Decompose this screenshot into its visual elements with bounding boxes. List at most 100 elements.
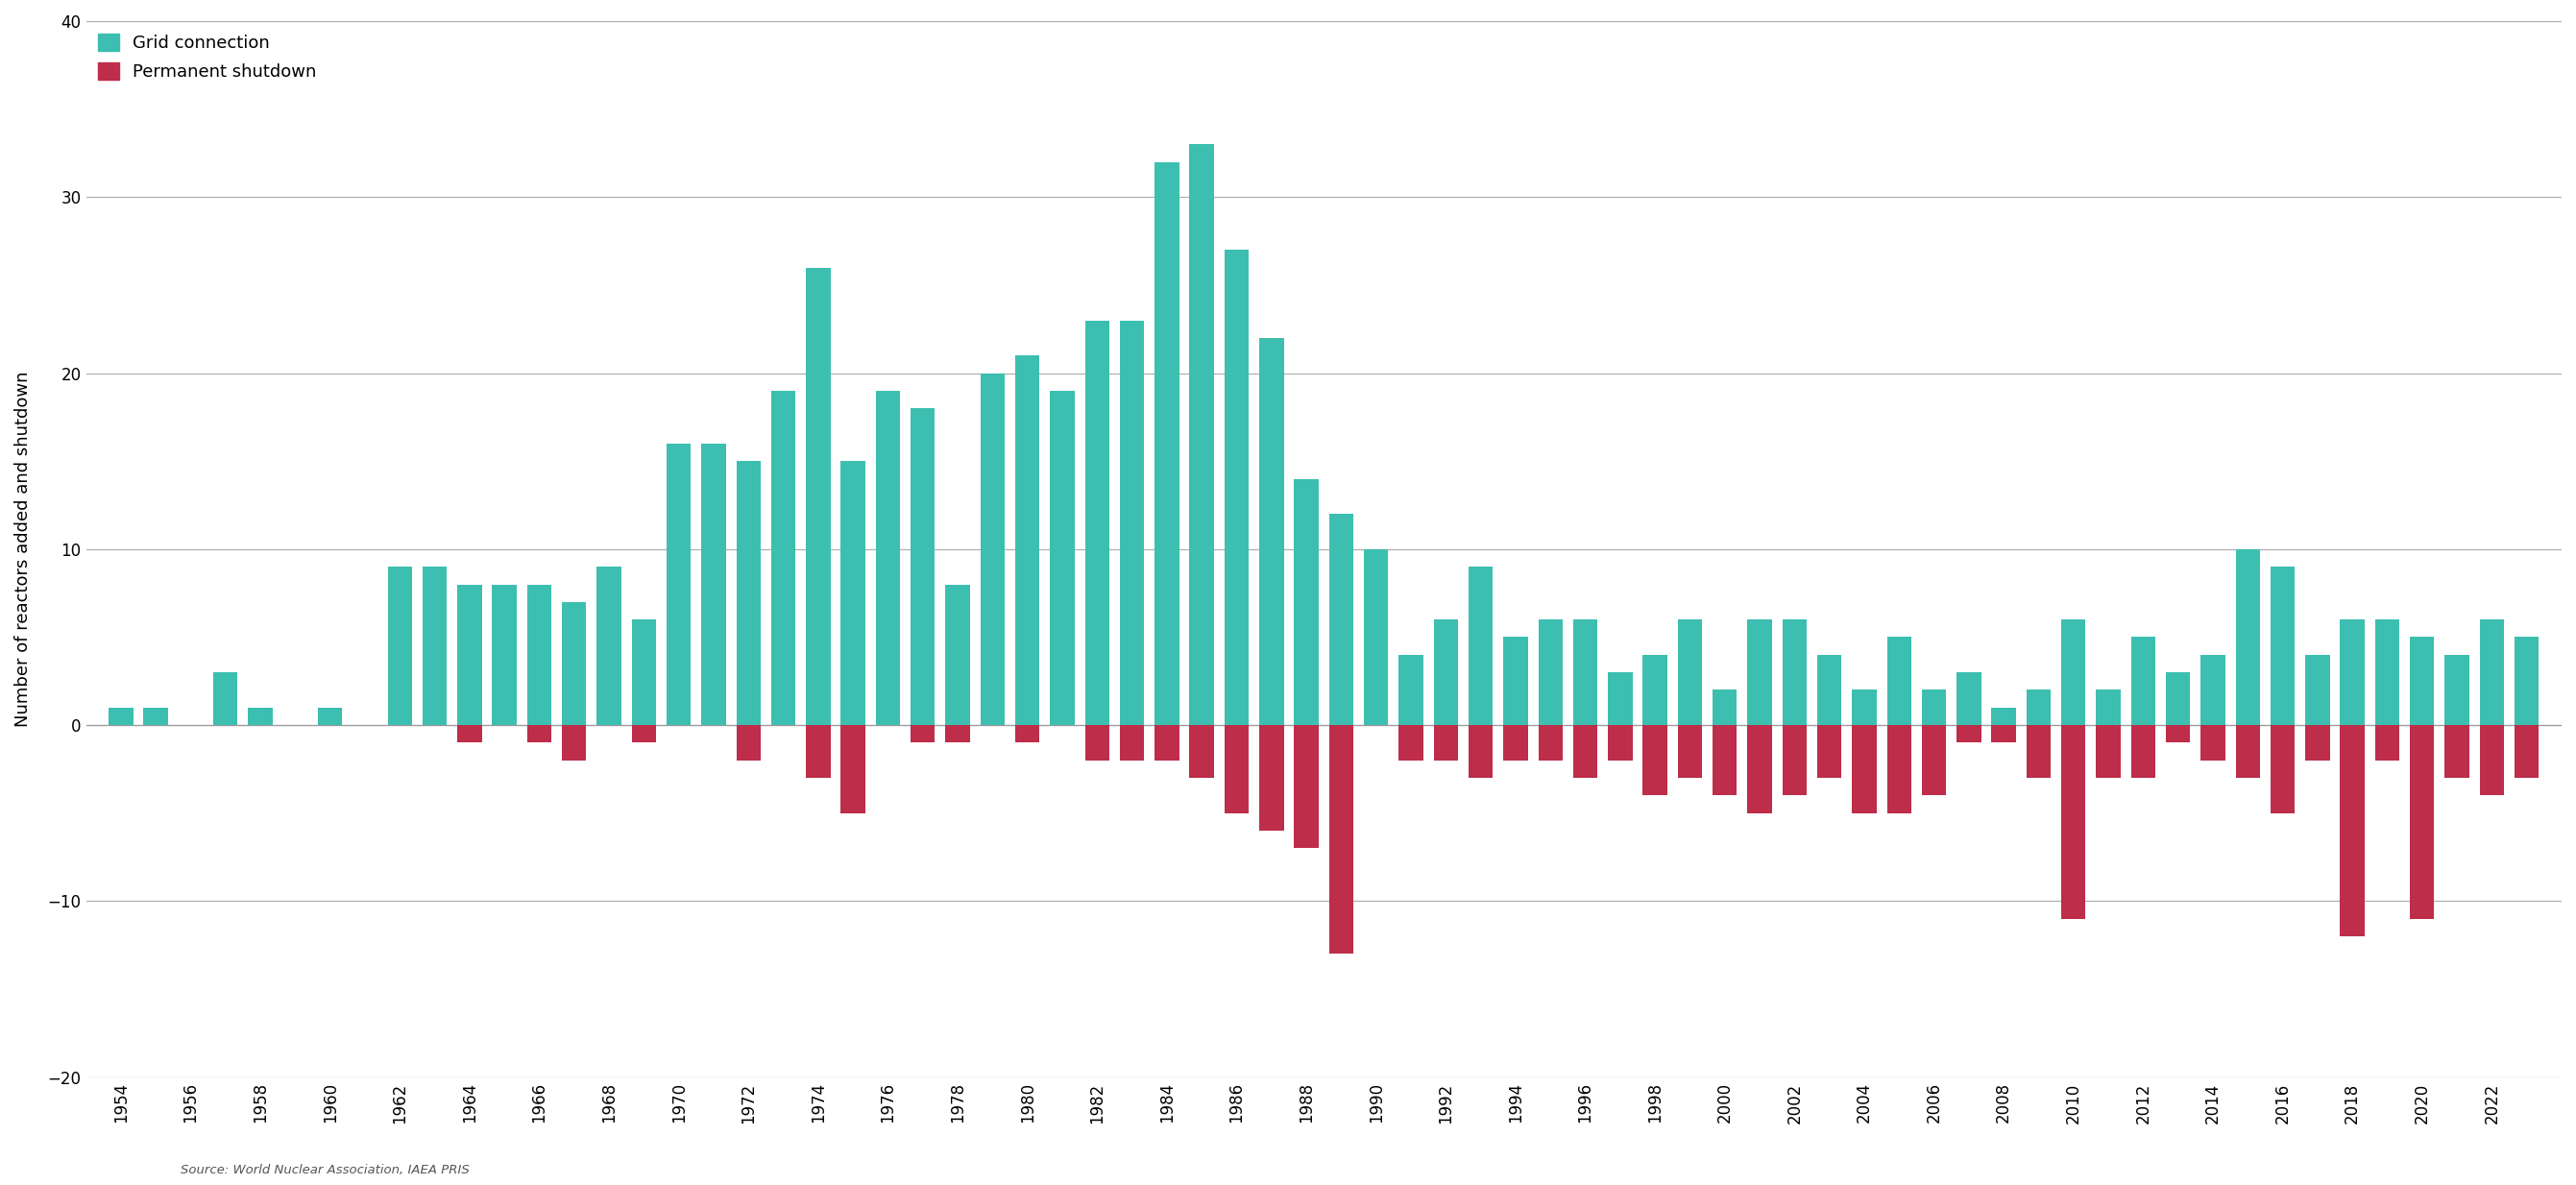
Bar bbox=[1504, 638, 1528, 725]
Bar bbox=[1677, 620, 1703, 725]
Bar bbox=[876, 391, 899, 725]
Bar bbox=[1504, 725, 1528, 761]
Bar bbox=[1783, 620, 1806, 725]
Bar bbox=[1852, 725, 1875, 813]
Bar bbox=[1399, 725, 1422, 761]
Bar bbox=[1121, 320, 1144, 725]
Bar bbox=[737, 461, 760, 725]
Bar bbox=[1991, 707, 2017, 725]
Bar bbox=[2375, 620, 2398, 725]
Bar bbox=[528, 725, 551, 743]
Bar bbox=[247, 707, 273, 725]
Bar bbox=[1538, 725, 1564, 761]
Bar bbox=[2130, 638, 2156, 725]
Bar bbox=[1713, 725, 1736, 795]
Bar bbox=[2514, 638, 2540, 725]
Bar bbox=[840, 725, 866, 813]
Bar bbox=[1607, 725, 1633, 761]
Bar bbox=[492, 584, 518, 725]
Bar bbox=[1435, 620, 1458, 725]
Bar bbox=[2130, 725, 2156, 779]
Bar bbox=[1051, 391, 1074, 725]
Bar bbox=[1084, 320, 1110, 725]
Bar bbox=[1190, 145, 1213, 725]
Bar bbox=[2200, 655, 2226, 725]
Bar bbox=[1224, 250, 1249, 725]
Bar bbox=[2339, 620, 2365, 725]
Bar bbox=[2236, 725, 2259, 779]
Bar bbox=[1783, 725, 1806, 795]
Bar bbox=[459, 584, 482, 725]
Bar bbox=[1886, 638, 1911, 725]
Bar bbox=[2411, 638, 2434, 725]
Bar bbox=[806, 268, 829, 725]
Bar bbox=[1293, 725, 1319, 848]
Bar bbox=[2269, 725, 2295, 813]
Bar bbox=[1154, 725, 1180, 761]
Bar bbox=[1886, 725, 1911, 813]
Bar bbox=[806, 725, 829, 779]
Bar bbox=[1190, 725, 1213, 779]
Bar bbox=[1538, 620, 1564, 725]
Bar bbox=[1574, 620, 1597, 725]
Bar bbox=[1747, 620, 1772, 725]
Bar bbox=[945, 725, 971, 743]
Bar bbox=[2061, 620, 2087, 725]
Bar bbox=[1260, 725, 1283, 831]
Bar bbox=[1574, 725, 1597, 779]
Bar bbox=[386, 566, 412, 725]
Bar bbox=[1852, 690, 1875, 725]
Bar bbox=[598, 566, 621, 725]
Bar bbox=[214, 672, 237, 725]
Bar bbox=[2027, 690, 2050, 725]
Bar bbox=[1121, 725, 1144, 761]
Bar bbox=[1643, 725, 1667, 795]
Bar bbox=[108, 707, 134, 725]
Bar bbox=[2097, 690, 2120, 725]
Bar bbox=[770, 391, 796, 725]
Bar bbox=[1958, 672, 1981, 725]
Bar bbox=[1154, 162, 1180, 725]
Bar bbox=[2166, 725, 2190, 743]
Bar bbox=[1435, 725, 1458, 761]
Bar bbox=[1329, 725, 1352, 954]
Y-axis label: Number of reactors added and shutdown: Number of reactors added and shutdown bbox=[15, 371, 31, 728]
Bar bbox=[1991, 725, 2017, 743]
Bar bbox=[1922, 690, 1947, 725]
Bar bbox=[737, 725, 760, 761]
Bar bbox=[2514, 725, 2540, 779]
Bar bbox=[1015, 725, 1041, 743]
Bar bbox=[1329, 514, 1352, 725]
Bar bbox=[2375, 725, 2398, 761]
Bar bbox=[2166, 672, 2190, 725]
Bar bbox=[2481, 620, 2504, 725]
Bar bbox=[2411, 725, 2434, 918]
Bar bbox=[701, 443, 726, 725]
Bar bbox=[667, 443, 690, 725]
Bar bbox=[317, 707, 343, 725]
Text: Source: World Nuclear Association, IAEA PRIS: Source: World Nuclear Association, IAEA … bbox=[180, 1164, 469, 1176]
Bar bbox=[1922, 725, 1947, 795]
Bar bbox=[2236, 549, 2259, 725]
Bar bbox=[1468, 725, 1494, 779]
Bar bbox=[1084, 725, 1110, 761]
Bar bbox=[1260, 338, 1283, 725]
Bar bbox=[2481, 725, 2504, 795]
Bar bbox=[909, 725, 935, 743]
Bar bbox=[2339, 725, 2365, 936]
Bar bbox=[945, 584, 971, 725]
Bar bbox=[1643, 655, 1667, 725]
Bar bbox=[144, 707, 167, 725]
Bar bbox=[2027, 725, 2050, 779]
Bar bbox=[2445, 725, 2470, 779]
Bar bbox=[1293, 479, 1319, 725]
Bar bbox=[2200, 725, 2226, 761]
Bar bbox=[422, 566, 446, 725]
Bar bbox=[2097, 725, 2120, 779]
Bar bbox=[1399, 655, 1422, 725]
Bar bbox=[2061, 725, 2087, 918]
Bar bbox=[840, 461, 866, 725]
Bar bbox=[528, 584, 551, 725]
Bar bbox=[1816, 725, 1842, 779]
Bar bbox=[1224, 725, 1249, 813]
